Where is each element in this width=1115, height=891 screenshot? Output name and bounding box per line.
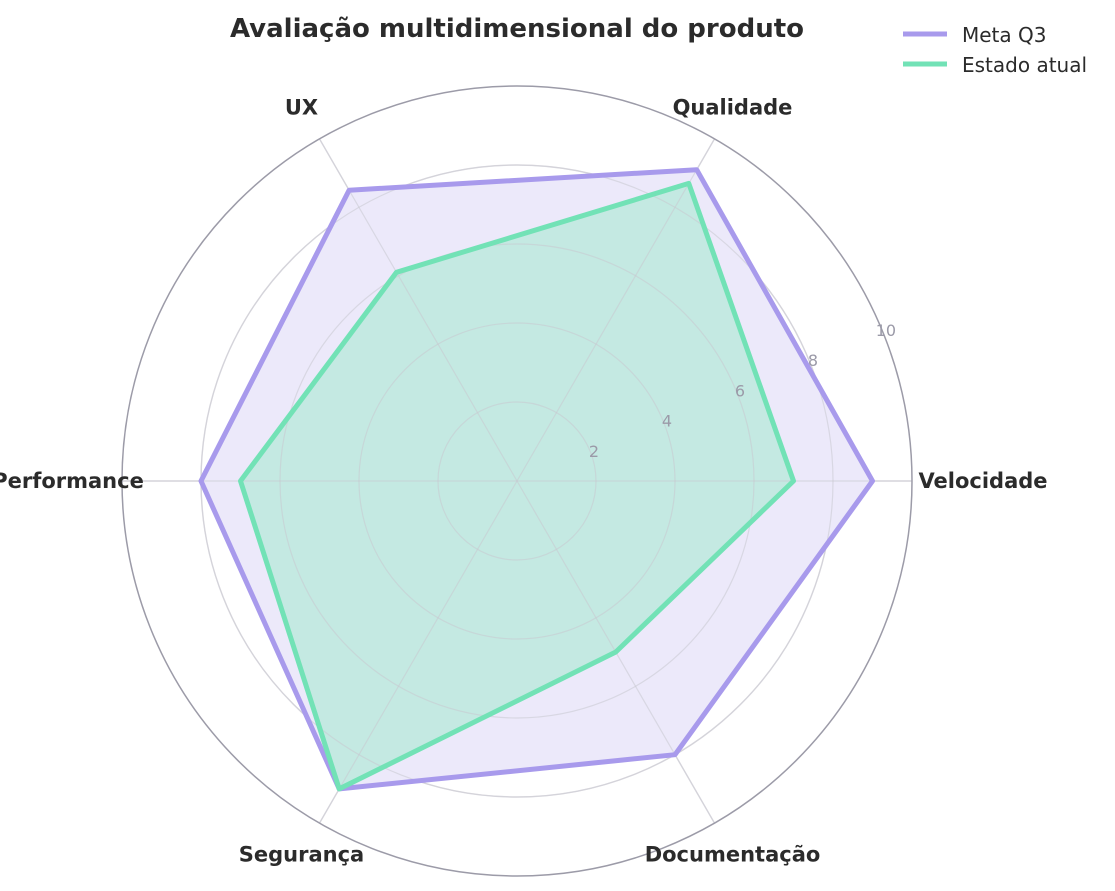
outer-circle [121,85,913,877]
radar-outer-frame [121,85,913,877]
radar-series-layer [122,138,912,824]
spoke-overlay-4 [318,480,518,824]
tick-label-8: 8 [808,351,818,370]
legend: Meta Q3 Estado atual [903,23,1087,77]
category-label-documentacao: Documentação [645,842,821,866]
category-label-performance: Performance [0,469,144,493]
series-fill-1 [240,183,794,789]
tick-label-2: 2 [589,442,599,461]
tick-label-10: 10 [876,321,896,340]
chart-title: Avaliação multidimensional do produto [230,14,804,44]
radial-tick-labels: 2 4 6 8 10 [589,321,896,461]
series-line-1 [238,180,796,792]
series-line-0 [198,167,875,792]
category-labels: Velocidade Qualidade UX Performance Seguranç… [0,96,1048,867]
category-label-seguranca: Segurança [239,842,364,866]
category-label-velocidade: Velocidade [918,469,1047,493]
legend-label-estado-atual: Estado atual [962,53,1087,77]
spoke-overlay-2 [318,138,518,482]
category-label-ux: UX [285,96,318,120]
tick-label-6: 6 [735,381,745,400]
legend-label-meta-q3: Meta Q3 [962,23,1046,47]
spoke-overlay-1 [516,138,716,482]
category-label-qualidade: Qualidade [673,96,793,120]
tick-label-4: 4 [662,412,672,431]
